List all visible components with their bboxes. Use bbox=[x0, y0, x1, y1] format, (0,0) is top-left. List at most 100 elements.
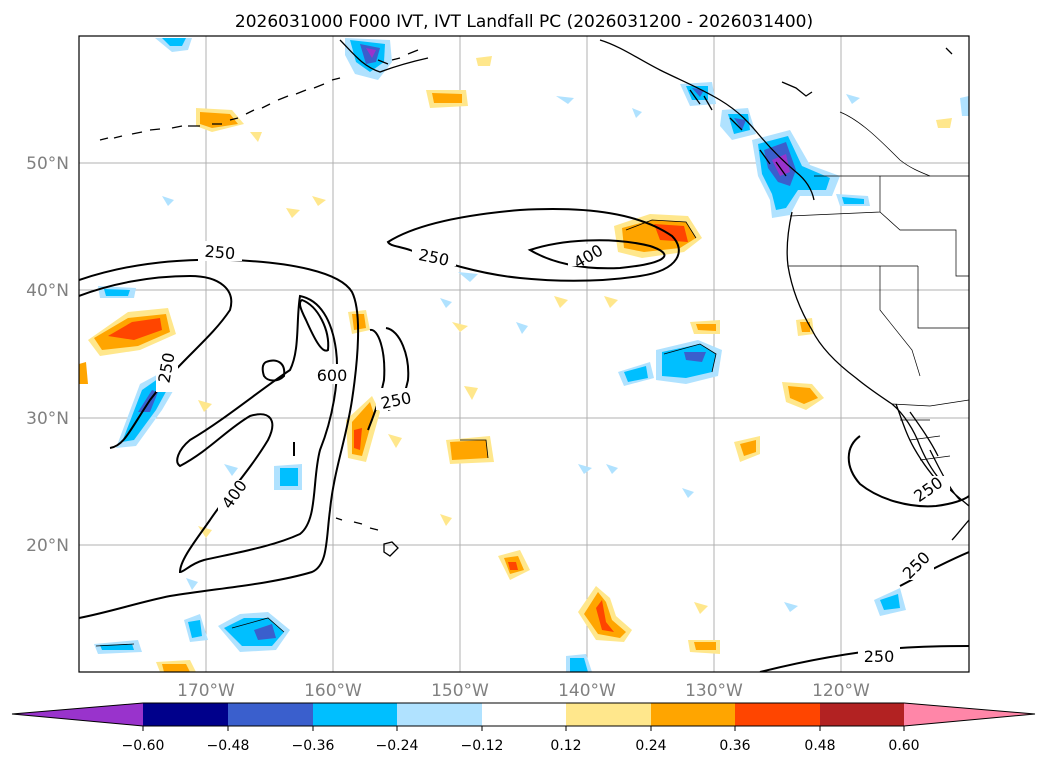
pc-region-positive bbox=[476, 56, 492, 66]
lon-label-140w: 140°W bbox=[558, 681, 616, 701]
pc-region-positive bbox=[508, 562, 518, 570]
pc-region-negative bbox=[842, 197, 864, 204]
ivt-contour-600 bbox=[298, 298, 330, 352]
pc-region-positive bbox=[250, 132, 262, 142]
lon-label-170w: 170°W bbox=[177, 681, 235, 701]
us-mexico-border bbox=[891, 399, 969, 407]
pc-region-negative bbox=[556, 96, 574, 104]
colorbar-extend-min bbox=[12, 703, 143, 726]
lon-label-120w: 120°W bbox=[812, 681, 870, 701]
colorbar-tick-label: −0.12 bbox=[461, 738, 504, 754]
pc-region-positive bbox=[108, 318, 162, 340]
pc-region-positive bbox=[200, 112, 238, 128]
colorbar-tick-label: −0.48 bbox=[207, 738, 250, 754]
political-borders bbox=[788, 111, 969, 461]
figure-title: 2026031000 F000 IVT, IVT Landfall PC (20… bbox=[235, 12, 813, 32]
gridlines bbox=[79, 36, 969, 672]
latitude-labels: 50°N 40°N 30°N 20°N bbox=[26, 154, 69, 556]
baja-detail bbox=[781, 47, 953, 97]
pc-region-positive bbox=[198, 526, 212, 538]
colorbar-segment bbox=[313, 703, 397, 726]
pc-region-negative bbox=[162, 196, 174, 206]
pc-region-positive bbox=[440, 514, 452, 526]
pc-region-negative bbox=[784, 602, 798, 612]
pc-shading bbox=[79, 38, 969, 672]
lon-label-130w: 130°W bbox=[685, 681, 743, 701]
pc-region-negative bbox=[188, 620, 202, 638]
colorbar-tick-label: 0.36 bbox=[719, 738, 750, 754]
pc-region-positive bbox=[584, 592, 626, 638]
pc-region-negative bbox=[440, 298, 452, 308]
pc-region-positive bbox=[354, 428, 362, 450]
ivt-contour-small-loop bbox=[261, 359, 286, 382]
pc-region-negative bbox=[846, 94, 860, 104]
pc-region-negative bbox=[570, 658, 588, 672]
pc-region-negative bbox=[458, 272, 478, 282]
colorbar: −0.60 −0.48 −0.36 −0.24 −0.12 0.12 0.24 … bbox=[11, 702, 1036, 754]
pc-region-negative bbox=[366, 48, 376, 58]
colorbar-segment bbox=[820, 703, 904, 726]
pc-region-negative bbox=[772, 154, 790, 176]
colorbar-extend-max bbox=[904, 703, 1035, 726]
pc-region-positive bbox=[654, 224, 688, 242]
ivt-contour-250-se bbox=[847, 435, 969, 508]
bc-islands bbox=[689, 89, 787, 177]
colorbar-segment bbox=[651, 703, 735, 726]
colorbar-tick-label: 0.12 bbox=[550, 738, 581, 754]
pc-region-positive bbox=[694, 602, 708, 614]
bc-coast bbox=[599, 39, 815, 201]
map-frame bbox=[78, 35, 970, 673]
alaska-border bbox=[839, 111, 931, 177]
pc-region-negative bbox=[578, 464, 592, 474]
colorbar-segment bbox=[143, 703, 228, 726]
pc-region-negative bbox=[254, 624, 276, 640]
pc-region-positive bbox=[162, 664, 190, 672]
mexico-states bbox=[900, 419, 951, 461]
pc-region-positive bbox=[936, 118, 952, 128]
contour-label: 600 bbox=[317, 366, 348, 385]
pc-region-negative bbox=[624, 366, 648, 382]
lat-label-20n: 20°N bbox=[26, 536, 69, 556]
colorbar-segment bbox=[482, 703, 566, 726]
contour-label: 250 bbox=[864, 647, 895, 666]
pc-outlines bbox=[95, 219, 717, 647]
pc-region-negative bbox=[960, 96, 969, 116]
colorbar-tick-label: −0.60 bbox=[122, 738, 165, 754]
pc-region-negative bbox=[280, 468, 298, 486]
nv-border bbox=[917, 266, 969, 329]
pc-region-positive bbox=[554, 296, 568, 308]
pc-region-positive bbox=[800, 322, 810, 332]
pc-region-positive bbox=[198, 400, 212, 412]
lat-label-50n: 50°N bbox=[26, 154, 69, 174]
pc-region-negative bbox=[734, 118, 746, 130]
pc-region-negative bbox=[516, 322, 528, 334]
colorbar-tick-label: 0.60 bbox=[888, 738, 919, 754]
lon-label-160w: 160°W bbox=[304, 681, 362, 701]
pc-region-negative bbox=[606, 464, 618, 474]
ivt-contour-250-se-south bbox=[899, 551, 969, 587]
colorbar-segment bbox=[397, 703, 482, 726]
ca-az-border bbox=[879, 266, 921, 377]
pc-region-positive bbox=[788, 386, 818, 404]
colorbar-segment bbox=[735, 703, 820, 726]
pc-region-positive bbox=[286, 208, 300, 218]
coastlines bbox=[99, 39, 969, 557]
pc-region-positive bbox=[79, 362, 88, 384]
pc-region-negative bbox=[880, 594, 900, 610]
pc-region-negative bbox=[682, 488, 694, 498]
pc-region-negative bbox=[224, 464, 238, 476]
pc-region-positive bbox=[450, 440, 488, 460]
pc-region-negative bbox=[186, 578, 198, 590]
pc-region-positive bbox=[694, 642, 716, 650]
lat-label-30n: 30°N bbox=[26, 409, 69, 429]
alaska-coast bbox=[339, 39, 429, 73]
contour-label: 250 bbox=[204, 242, 236, 264]
map-plot-area bbox=[79, 36, 969, 672]
pc-region-positive bbox=[740, 440, 756, 456]
colorbar-tick-label: −0.24 bbox=[376, 738, 419, 754]
pc-region-positive bbox=[464, 386, 478, 400]
pc-region-negative bbox=[684, 352, 706, 362]
colorbar-tick-label: −0.36 bbox=[292, 738, 335, 754]
colorbar-segment bbox=[566, 703, 651, 726]
